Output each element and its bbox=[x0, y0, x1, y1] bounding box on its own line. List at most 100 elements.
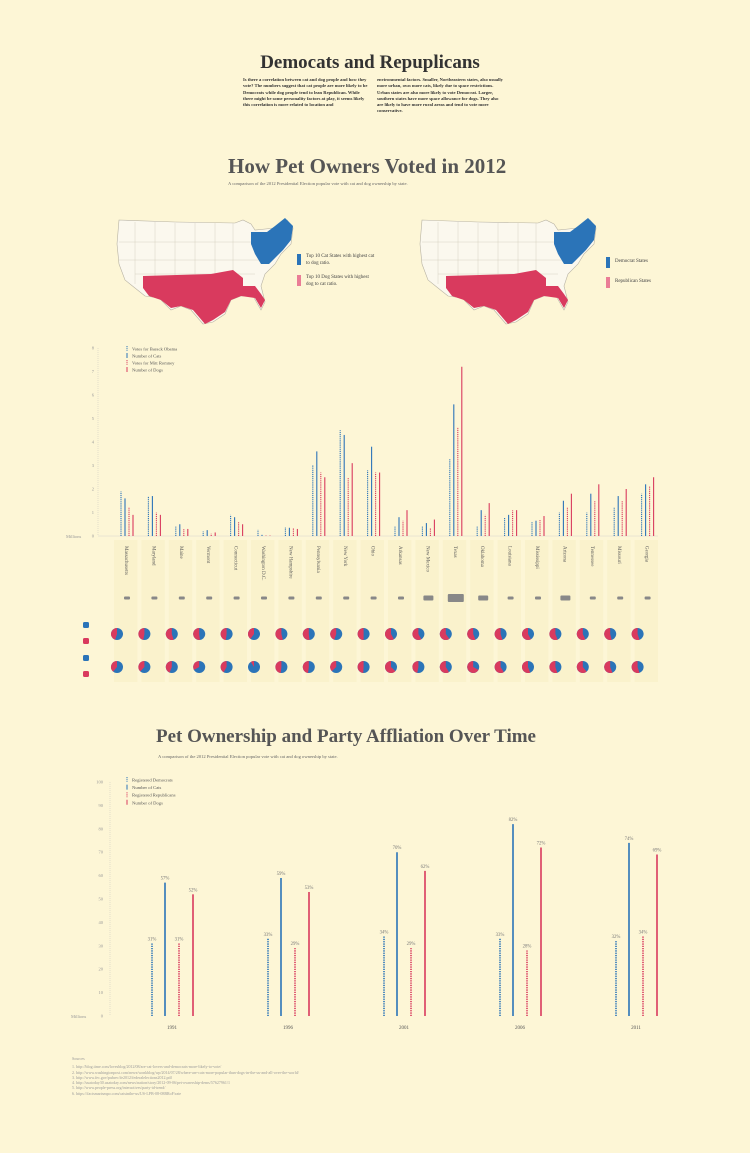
y-tick-label: 4 bbox=[92, 440, 95, 445]
column-band bbox=[360, 540, 384, 682]
y-tick-label: 100 bbox=[96, 780, 104, 785]
legend-label: Number of Dogs bbox=[132, 368, 163, 373]
y-tick-label: 90 bbox=[99, 803, 104, 808]
column-band bbox=[470, 540, 494, 682]
legend-label: Number of Cats bbox=[132, 354, 162, 359]
pie-red-slice bbox=[165, 661, 172, 673]
column-band bbox=[251, 540, 275, 682]
state-label: Pennsylvania bbox=[315, 546, 320, 573]
column-band bbox=[305, 540, 330, 682]
legend-label-dog-states: Top 10 Dog States with highest dog to ca… bbox=[306, 275, 369, 287]
column-band bbox=[223, 540, 247, 682]
state-shape bbox=[447, 594, 464, 602]
data-label: 33% bbox=[264, 933, 273, 938]
year-label: 2011 bbox=[631, 1026, 641, 1031]
y-tick-label: 6 bbox=[92, 393, 95, 398]
y-axis-label: Millions bbox=[66, 534, 82, 539]
legend-label: Votes for Mitt Romney bbox=[132, 361, 175, 366]
source-item[interactable]: 5. http://www.people-press.org/interacti… bbox=[72, 1085, 166, 1091]
legend-label: Votes for Barack Obama bbox=[132, 347, 177, 352]
data-label: 28% bbox=[523, 944, 532, 949]
pie-red-slice bbox=[494, 661, 504, 673]
y-tick-label: 20 bbox=[99, 967, 104, 972]
state-shape bbox=[124, 596, 130, 600]
state-shape bbox=[644, 596, 651, 600]
column-band bbox=[141, 540, 165, 682]
state-shape bbox=[423, 595, 434, 601]
state-label: Vermont bbox=[205, 546, 210, 564]
state-label: Arizona bbox=[561, 546, 566, 563]
column-band bbox=[168, 540, 193, 682]
pie-red-slice bbox=[165, 628, 174, 640]
data-label: 74% bbox=[625, 837, 634, 842]
data-label: 29% bbox=[407, 942, 416, 947]
pie-red-slice bbox=[412, 628, 422, 640]
sources-heading: Sources bbox=[72, 1056, 85, 1061]
pie-red-slice bbox=[521, 628, 531, 640]
data-label: 34% bbox=[639, 930, 648, 935]
pie-red-slice bbox=[631, 661, 640, 673]
party-pets-over-time-chart: 0 10 20 30 40 50 60 70 80 90 100 Millions Registered… bbox=[71, 777, 661, 1031]
state-shape bbox=[370, 596, 377, 600]
year-label: 1991 bbox=[167, 1026, 178, 1031]
state-label: New Mexico bbox=[424, 546, 429, 572]
y-tick-label: 30 bbox=[99, 943, 104, 948]
column-band bbox=[415, 540, 439, 682]
legend-label: Number of Cats bbox=[132, 785, 162, 790]
y-tick-label: 60 bbox=[99, 873, 104, 878]
pie-red-slice bbox=[330, 628, 337, 640]
state-shape bbox=[589, 596, 596, 600]
section1-subtitle: A comparison of the 2012 Presidential El… bbox=[228, 181, 408, 186]
column-band bbox=[196, 540, 220, 682]
state-shape bbox=[560, 595, 571, 601]
data-label: 33% bbox=[496, 933, 505, 938]
state-label: Texas bbox=[452, 546, 457, 558]
intro-text-left: Is there a correlation between cat and d… bbox=[243, 77, 368, 108]
source-item[interactable]: 3. http://www.fec.gov/pubrec/fe2012/fede… bbox=[72, 1074, 172, 1080]
pie-red-slice bbox=[220, 628, 227, 640]
source-item[interactable]: 4. http://usatoday30.usatoday.com/news/n… bbox=[72, 1080, 230, 1086]
section1-title: How Pet Owners Voted in 2012 bbox=[228, 154, 507, 178]
legend-swatch-republican bbox=[606, 277, 610, 288]
y-tick-label: 3 bbox=[92, 463, 95, 468]
state-label: New York bbox=[342, 546, 347, 567]
pie-red-slice bbox=[439, 628, 450, 640]
state-label: Maryland bbox=[150, 546, 155, 566]
pie-red-slice bbox=[110, 628, 117, 640]
data-label: 29% bbox=[291, 942, 300, 947]
source-item[interactable]: 2. http://www.washingtonpost.com/news/wo… bbox=[72, 1069, 299, 1075]
pie-red-slice bbox=[604, 628, 612, 640]
state-label: Missouri bbox=[616, 546, 621, 564]
intro-text-right: environmental factors. Smaller, Northeas… bbox=[377, 77, 503, 114]
column-band bbox=[579, 540, 604, 682]
legend-label: Registered Democrats bbox=[132, 778, 173, 783]
state-label: Tennessee bbox=[589, 546, 594, 567]
state-shape bbox=[507, 596, 514, 600]
column-band bbox=[634, 540, 658, 682]
state-label: Oklahoma bbox=[479, 546, 484, 568]
state-label: Massachusetts bbox=[123, 546, 128, 575]
pie-red-slice bbox=[330, 661, 337, 672]
pie-red-slice bbox=[467, 661, 479, 673]
source-item[interactable]: 6. https://factsmartsmpo.com/catsinthe-u… bbox=[72, 1090, 181, 1096]
state-label: Georgia bbox=[644, 546, 649, 563]
state-shape bbox=[288, 596, 295, 600]
y-axis-label: Millions bbox=[71, 1014, 87, 1019]
source-item[interactable]: 1. http://blog.time.com/lovesblog/2012/0… bbox=[72, 1064, 222, 1070]
sources-list: Sources 1. http://blog.time.com/lovesblo… bbox=[72, 1056, 299, 1096]
state-label: Louisiana bbox=[507, 546, 512, 566]
republican-states-region bbox=[446, 270, 568, 324]
pie-red-slice bbox=[357, 628, 364, 640]
state-shape bbox=[315, 596, 322, 600]
pie-red-slice bbox=[549, 661, 558, 673]
column-band bbox=[333, 540, 357, 682]
state-label: Arkansas bbox=[397, 546, 402, 565]
y-tick-label: 70 bbox=[99, 850, 104, 855]
state-shape bbox=[261, 596, 267, 600]
pie-red-slice bbox=[275, 661, 282, 673]
data-label: 62% bbox=[421, 865, 430, 870]
column-band bbox=[607, 540, 631, 682]
y-tick-label: 80 bbox=[99, 826, 104, 831]
state-shape bbox=[233, 596, 240, 600]
